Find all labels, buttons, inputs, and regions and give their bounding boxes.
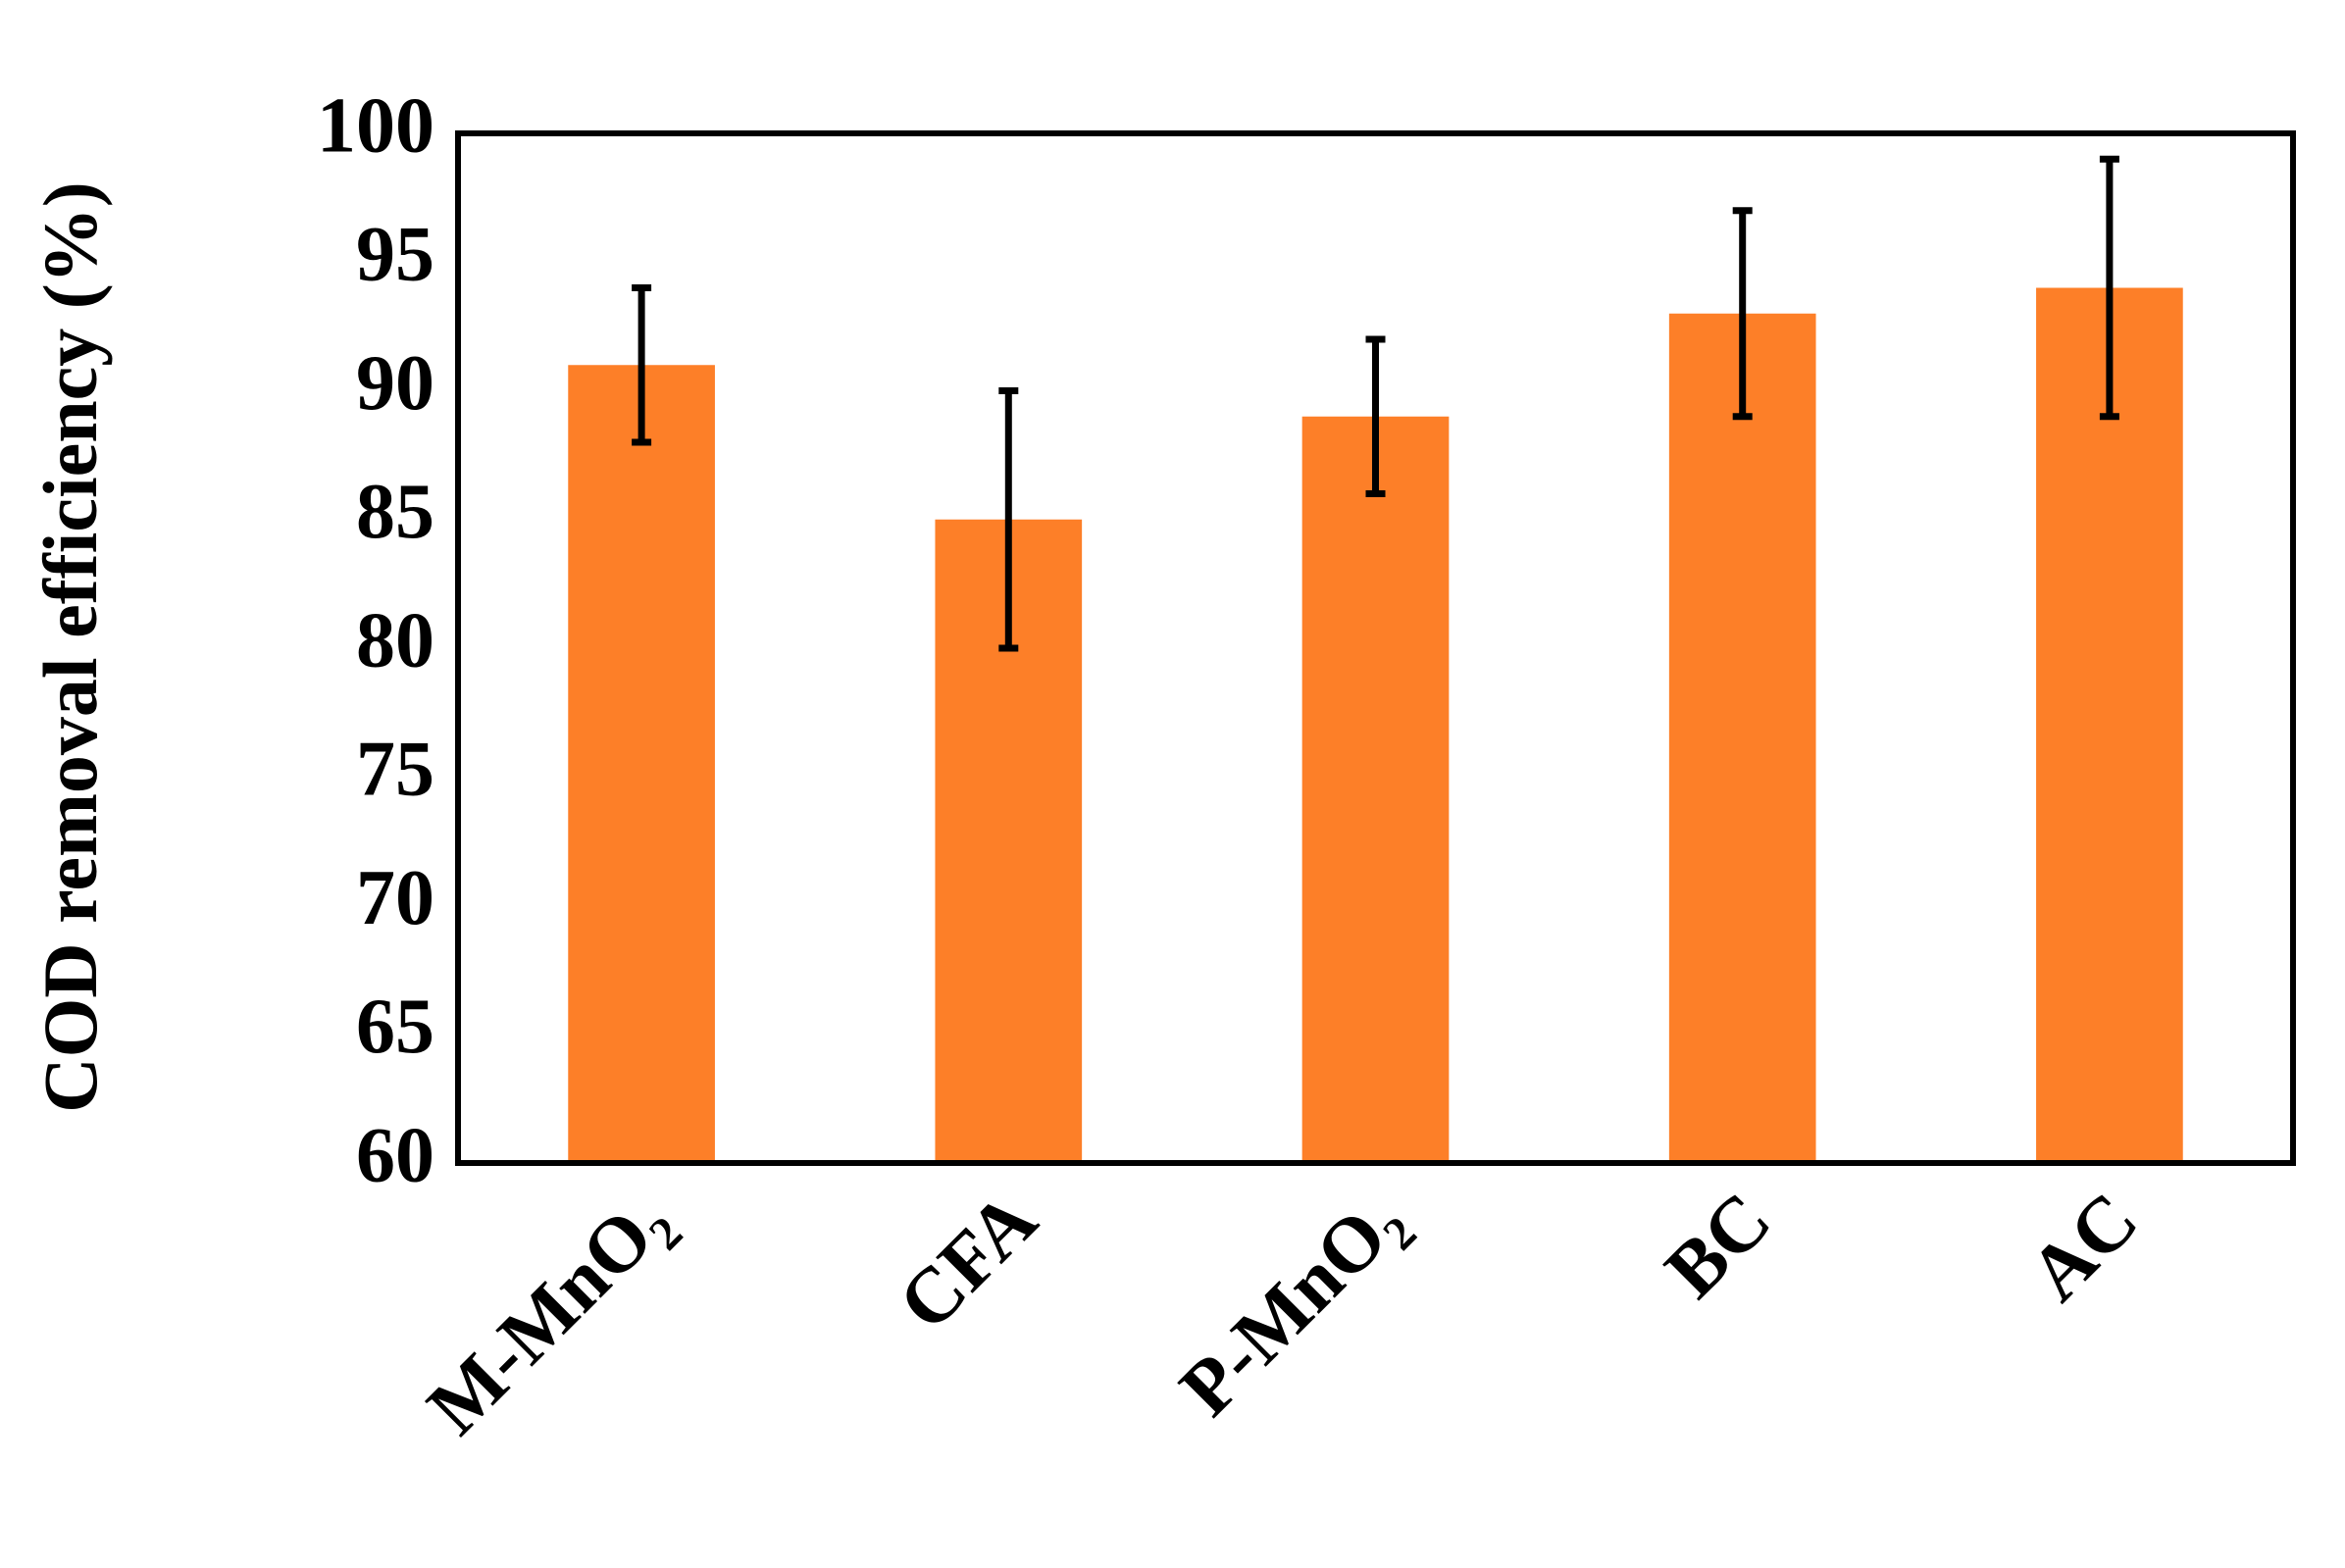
y-tick-label: 65	[356, 984, 434, 1070]
bar	[2036, 287, 2183, 1163]
error-bar	[998, 387, 1019, 652]
x-tick-label: AC	[2014, 1176, 2155, 1317]
y-axis-label: COD removal efficiency (%)	[27, 181, 113, 1112]
y-tick-label: 70	[356, 855, 434, 941]
bar	[1668, 313, 1816, 1163]
bar	[1301, 416, 1450, 1163]
x-tick-label: P-MnO₂	[1164, 1176, 1420, 1432]
plot-frame	[455, 130, 2296, 1166]
error-bar	[1732, 207, 1753, 421]
bar	[568, 365, 715, 1163]
error-bar	[632, 284, 652, 446]
x-tick-label: CFA	[883, 1176, 1053, 1346]
y-tick-label: 85	[356, 469, 434, 555]
x-tick-label: BC	[1650, 1176, 1788, 1314]
y-tick-label: 80	[356, 597, 434, 683]
y-tick-label: 95	[356, 212, 434, 298]
x-tick-label: M-MnO₂	[412, 1176, 687, 1450]
y-tick-label: 60	[356, 1112, 434, 1198]
y-tick-label: 90	[356, 340, 434, 427]
y-tick-label: 100	[317, 82, 434, 169]
error-bar	[2099, 155, 2119, 421]
error-bar	[1365, 335, 1386, 497]
y-tick-label: 75	[356, 727, 434, 813]
